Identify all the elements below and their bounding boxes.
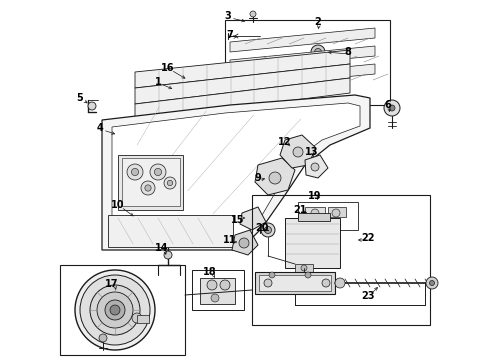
Text: 23: 23 [361,291,375,301]
Circle shape [264,279,272,287]
Circle shape [269,172,281,184]
Text: 8: 8 [344,47,351,57]
Text: 4: 4 [97,123,103,133]
Circle shape [150,164,166,180]
Text: 17: 17 [105,279,119,289]
Circle shape [220,280,230,290]
Polygon shape [135,64,350,104]
Circle shape [322,279,330,287]
Circle shape [167,180,172,186]
Polygon shape [102,95,370,250]
Text: 3: 3 [224,11,231,21]
Text: 14: 14 [155,243,169,253]
Text: 16: 16 [161,63,175,73]
Circle shape [315,49,321,55]
Polygon shape [135,78,350,120]
Circle shape [164,251,172,259]
Polygon shape [230,28,375,52]
Text: 20: 20 [255,223,269,233]
Circle shape [311,163,319,171]
Polygon shape [305,155,328,178]
Text: 18: 18 [203,267,217,277]
Polygon shape [240,207,266,230]
Circle shape [207,280,217,290]
Circle shape [141,181,155,195]
Circle shape [97,292,133,328]
Circle shape [80,275,150,345]
Text: 15: 15 [231,215,245,225]
Polygon shape [112,103,360,242]
Polygon shape [200,278,235,304]
Bar [225,20,390,105]
Text: 2: 2 [315,17,321,27]
Circle shape [131,168,139,176]
Text: 22: 22 [361,233,375,243]
Circle shape [265,226,271,234]
Circle shape [110,305,120,315]
Text: 10: 10 [111,200,125,210]
Circle shape [384,100,400,116]
Bar [259,275,331,291]
Bar [122,158,180,206]
Polygon shape [280,135,316,168]
Circle shape [332,209,340,217]
Bar [298,202,358,230]
Circle shape [99,334,107,342]
Bar [305,207,325,217]
Circle shape [250,11,256,17]
Bar [298,213,330,221]
Circle shape [261,223,275,237]
Circle shape [164,177,176,189]
Bar [328,207,346,217]
Circle shape [430,280,435,285]
Bar [255,272,335,294]
Circle shape [211,294,219,302]
Text: 21: 21 [293,205,307,215]
Text: 11: 11 [223,235,237,245]
Bar [60,265,185,355]
Bar [252,195,430,325]
Text: 9: 9 [255,173,261,183]
Circle shape [301,265,307,271]
Bar [295,264,313,272]
Bar [285,218,340,268]
Circle shape [132,313,142,323]
Circle shape [145,185,151,191]
Circle shape [426,277,438,289]
Circle shape [88,102,96,110]
Polygon shape [135,50,350,88]
Text: 5: 5 [76,93,83,103]
Circle shape [293,147,303,157]
Bar [118,155,183,210]
Circle shape [75,270,155,350]
Bar [137,315,149,323]
Circle shape [154,168,162,176]
Polygon shape [230,64,375,88]
Circle shape [305,272,311,278]
Circle shape [311,209,319,217]
Text: 19: 19 [308,191,322,201]
Circle shape [389,105,395,111]
Text: 1: 1 [155,77,161,87]
Circle shape [127,164,143,180]
Circle shape [335,278,345,288]
Circle shape [105,300,125,320]
Text: 13: 13 [305,147,319,157]
Bar [192,270,244,310]
Polygon shape [230,46,375,70]
Circle shape [311,45,325,59]
Polygon shape [232,230,258,255]
Polygon shape [255,158,295,195]
Bar [108,215,233,247]
Text: 7: 7 [227,30,233,40]
Circle shape [239,238,249,248]
Text: 6: 6 [385,100,392,110]
Circle shape [269,272,275,278]
Text: 12: 12 [278,137,292,147]
Circle shape [90,285,140,335]
